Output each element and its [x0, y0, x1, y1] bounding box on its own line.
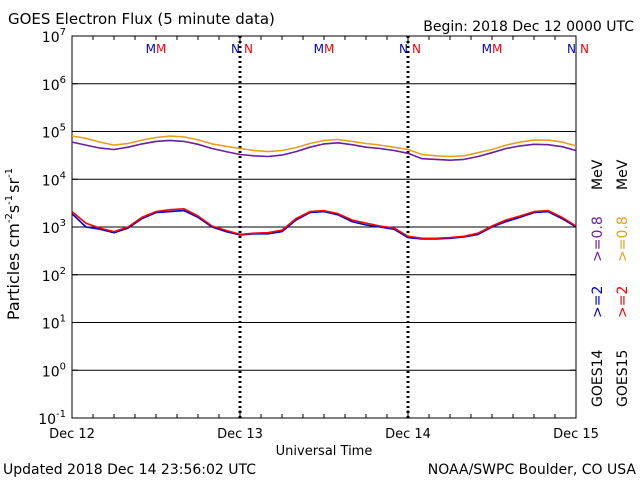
y-tick-base: 10 [42, 30, 60, 46]
y-tick-exp: 1 [60, 314, 66, 325]
y-tick-label: 103 [42, 218, 66, 237]
legend-row2-low: >=0.8 [615, 216, 631, 262]
y-tick-base: 10 [38, 412, 56, 428]
y-tick-base: 10 [42, 173, 60, 189]
y-tick-exp: -1 [56, 409, 66, 420]
series-line [71, 209, 577, 240]
svg-text:Particles cm-2s-1sr-1: Particles cm-2s-1sr-1 [4, 168, 23, 320]
legend-row1-low: >=0.8 [590, 216, 606, 262]
x-tick-label: Dec 14 [385, 427, 431, 442]
y-tick-base: 10 [42, 78, 60, 94]
y-tick-label: 104 [42, 170, 66, 189]
y-tick-exp: 3 [60, 218, 66, 229]
flux-series [71, 135, 577, 240]
x-tick-label: Dec 15 [553, 427, 599, 442]
ylabel-exp2: -1 [4, 195, 15, 205]
y-tick-label: 102 [42, 266, 66, 285]
y-tick-exp: 2 [60, 266, 66, 277]
marker-M: MM [314, 42, 335, 56]
x-axis-label: Universal Time [276, 444, 373, 459]
legend-row2-high: >=2 [615, 286, 631, 318]
series-line [71, 135, 577, 158]
y-tick-base: 10 [42, 269, 60, 285]
y-tick-base: 10 [42, 364, 60, 380]
legend-goes15-label: GOES15 [615, 350, 631, 407]
y-tick-exp: 0 [60, 361, 66, 372]
legend-row1-high: >=2 [590, 286, 606, 318]
ylabel-exp1: -2 [4, 213, 15, 223]
credit-text: NOAA/SWPC Boulder, CO USA [428, 462, 637, 478]
plot-area: MM N N MM N N MM N N [71, 35, 589, 419]
legend: GOES14 GOES15 >=2 >=0.8 MeV >=2 >=0.8 Me… [590, 159, 631, 407]
legend-row2-unit: MeV [615, 159, 631, 190]
legend-goes14-label: GOES14 [590, 349, 606, 407]
y-tick-base: 10 [42, 221, 60, 237]
marker-M: MM [482, 42, 503, 56]
ylabel-exp3: -1 [4, 168, 15, 178]
y-tick-exp: 6 [60, 75, 66, 86]
series-line [71, 208, 577, 240]
y-tick-label: 100 [42, 361, 66, 380]
y-axis-label: Particles cm-2s-1sr-1 [4, 168, 23, 320]
begin-date: Begin: 2018 Dec 12 0000 UTC [423, 19, 634, 35]
y-tick-label: 107 [42, 27, 66, 46]
chart-title: GOES Electron Flux (5 minute data) [8, 10, 275, 28]
y-tick-label: 105 [42, 123, 66, 142]
ylabel-sr: sr [4, 178, 23, 193]
x-tick-label: Dec 13 [217, 427, 263, 442]
y-tick-label: 10-1 [38, 409, 66, 428]
y-tick-label: 101 [42, 314, 66, 333]
y-tick-base: 10 [42, 317, 60, 333]
satellite-markers: MM N N MM N N MM N N [146, 42, 589, 56]
legend-row1-unit: MeV [590, 159, 606, 190]
y-tick-exp: 7 [60, 27, 66, 38]
y-tick-label: 106 [42, 75, 66, 94]
y-tick-exp: 5 [60, 123, 66, 134]
x-tick-labels: Dec 12 Dec 13 Dec 14 Dec 15 [49, 427, 599, 442]
series-line [71, 139, 577, 161]
y-tick-exp: 4 [60, 170, 66, 181]
x-tick-label: Dec 12 [49, 427, 95, 442]
marker-M: MM [146, 42, 167, 56]
ylabel-s: s [4, 205, 23, 213]
y-tick-base: 10 [42, 126, 60, 142]
updated-timestamp: Updated 2018 Dec 14 23:56:02 UTC [3, 462, 256, 478]
ylabel-base: Particles cm [4, 223, 23, 320]
